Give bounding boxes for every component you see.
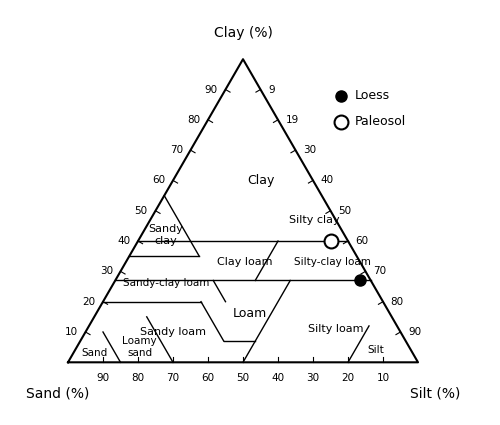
Text: 80: 80 — [132, 373, 144, 383]
Text: Silt (%): Silt (%) — [410, 387, 460, 401]
Text: Sand (%): Sand (%) — [26, 387, 90, 401]
Text: 50: 50 — [236, 373, 250, 383]
Text: Sandy
clay: Sandy clay — [148, 224, 184, 246]
Text: Sandy loam: Sandy loam — [140, 327, 206, 337]
Text: Paleosol: Paleosol — [355, 115, 406, 128]
Text: 90: 90 — [408, 327, 422, 337]
Text: 40: 40 — [272, 373, 284, 383]
Text: 60: 60 — [202, 373, 214, 383]
Text: Silt: Silt — [368, 345, 384, 355]
Text: Silty clay: Silty clay — [290, 215, 340, 225]
Text: Clay: Clay — [247, 174, 274, 187]
Text: 70: 70 — [373, 266, 386, 276]
Text: 30: 30 — [306, 373, 320, 383]
Text: Silty-clay loam: Silty-clay loam — [294, 257, 370, 267]
Text: 90: 90 — [96, 373, 110, 383]
Text: 70: 70 — [170, 145, 183, 155]
Text: 10: 10 — [64, 327, 78, 337]
Text: 30: 30 — [303, 145, 316, 155]
Text: Clay loam: Clay loam — [217, 257, 272, 267]
Text: Clay (%): Clay (%) — [214, 26, 272, 40]
Text: 9: 9 — [268, 85, 275, 94]
Text: 40: 40 — [320, 176, 334, 185]
Text: 10: 10 — [376, 373, 390, 383]
Text: 90: 90 — [204, 85, 218, 94]
Text: 70: 70 — [166, 373, 179, 383]
Text: Loess: Loess — [355, 89, 390, 102]
Text: Loam: Loam — [233, 307, 267, 320]
Text: 80: 80 — [390, 297, 404, 307]
Text: 60: 60 — [152, 176, 166, 185]
Text: 60: 60 — [356, 236, 369, 246]
Text: 30: 30 — [100, 266, 113, 276]
Text: Loamy
sand: Loamy sand — [122, 336, 157, 358]
Text: 20: 20 — [342, 373, 354, 383]
Text: Silty loam: Silty loam — [308, 324, 364, 334]
Text: 40: 40 — [117, 236, 130, 246]
Text: Sand: Sand — [81, 348, 108, 358]
Text: 50: 50 — [134, 206, 148, 216]
Text: 50: 50 — [338, 206, 351, 216]
Text: 20: 20 — [82, 297, 96, 307]
Text: 19: 19 — [286, 115, 299, 125]
Text: 80: 80 — [187, 115, 200, 125]
Text: Sandy-clay loam: Sandy-clay loam — [123, 278, 209, 289]
